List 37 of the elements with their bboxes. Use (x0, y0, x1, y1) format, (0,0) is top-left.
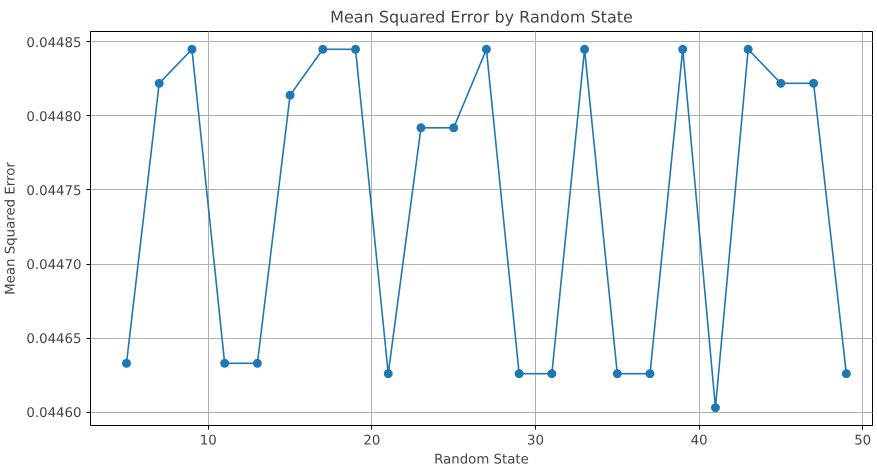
x-tick-label: 30 (527, 434, 544, 448)
y-tick-label: 0.04480 (26, 110, 82, 125)
chart-title: Mean Squared Error by Random State (330, 8, 633, 26)
y-tick-label: 0.04470 (26, 258, 82, 274)
point (482, 44, 491, 54)
y-tick-label: 0.04475 (26, 184, 82, 199)
point (351, 44, 360, 54)
point (547, 369, 556, 378)
y-axis-title: Mean Squared Error (3, 162, 18, 295)
point (809, 78, 818, 88)
point (154, 78, 164, 88)
y-tick-label: 0.04485 (26, 36, 82, 51)
y-tick-label: 0.04465 (26, 332, 82, 348)
point (678, 44, 688, 54)
point (776, 78, 786, 88)
point (252, 358, 262, 368)
point (612, 369, 622, 378)
x-tick-label: 50 (854, 434, 872, 448)
point (449, 123, 458, 132)
x-axis-title: Random State (434, 452, 529, 468)
point (744, 44, 753, 54)
x-tick-label: 20 (363, 434, 380, 448)
point (646, 369, 655, 378)
point (514, 369, 524, 378)
x-tick-label: 10 (200, 434, 217, 448)
point (318, 44, 328, 54)
x-tick-label: 40 (690, 434, 708, 448)
y-tick-label: 0.04460 (26, 406, 82, 422)
point (187, 44, 196, 54)
point (710, 403, 720, 412)
point (842, 369, 851, 378)
point (220, 358, 230, 368)
point (384, 369, 393, 378)
point (122, 358, 131, 368)
point (580, 44, 590, 54)
point (416, 123, 426, 132)
point (286, 90, 295, 100)
